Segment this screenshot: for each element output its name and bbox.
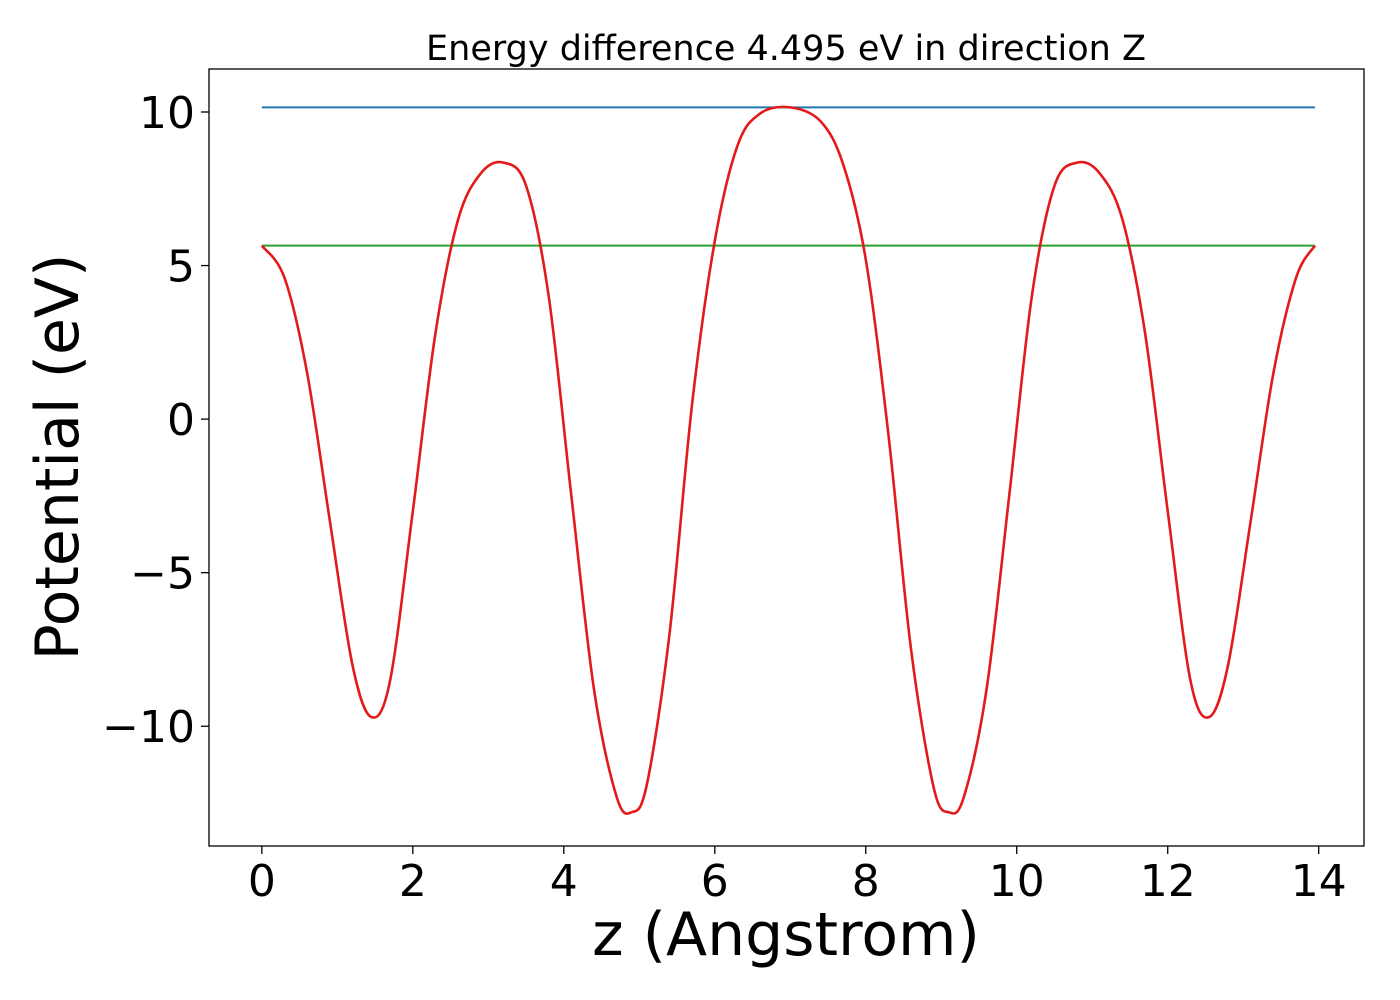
chart-title: Energy difference 4.495 eV in direction … bbox=[426, 29, 1146, 69]
x-axis-label: z (Angstrom) bbox=[592, 900, 980, 970]
series-line-2 bbox=[260, 105, 1317, 815]
y-tick-label: −5 bbox=[130, 549, 195, 600]
y-tick-label: −10 bbox=[102, 702, 195, 753]
x-tick-label: 8 bbox=[852, 856, 880, 907]
y-axis-ticks: −10 −5 0 5 10 bbox=[102, 88, 209, 753]
x-tick-label: 6 bbox=[701, 856, 729, 907]
x-tick-label: 2 bbox=[399, 856, 427, 907]
x-tick-label: 10 bbox=[989, 856, 1045, 907]
y-axis-label: Potential (eV) bbox=[23, 254, 93, 661]
plot-frame bbox=[208, 68, 1365, 847]
x-axis-ticks: 0 2 4 6 8 10 12 14 bbox=[248, 846, 1347, 907]
x-tick-label: 4 bbox=[550, 856, 578, 907]
series-layer bbox=[260, 105, 1317, 815]
x-tick-label: 0 bbox=[248, 856, 276, 907]
y-tick-label: 0 bbox=[167, 395, 195, 446]
y-tick-label: 5 bbox=[167, 242, 195, 293]
x-tick-label: 14 bbox=[1291, 856, 1347, 907]
y-tick-label: 10 bbox=[139, 88, 195, 139]
x-tick-label: 12 bbox=[1140, 856, 1196, 907]
